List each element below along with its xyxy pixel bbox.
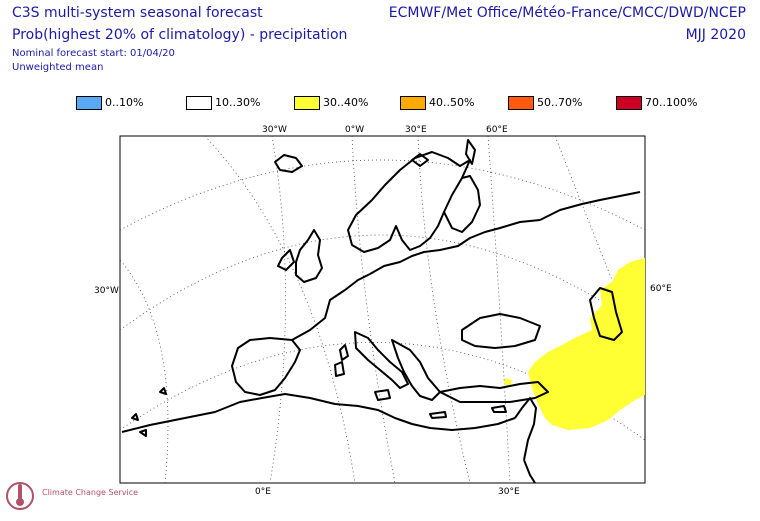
climate-service-logo: Climate Change Service bbox=[4, 474, 138, 520]
providers-label: ECMWF/Met Office/Météo-France/CMCC/DWD/N… bbox=[388, 5, 746, 21]
lon-label-top-2: 0°W bbox=[345, 125, 364, 135]
legend-swatch bbox=[616, 96, 642, 110]
forecast-period-label: MJJ 2020 bbox=[685, 27, 746, 43]
map-subtitle: Prob(highest 20% of climatology) - preci… bbox=[12, 27, 348, 43]
probability-area-small bbox=[504, 378, 512, 386]
map-title: C3S multi-system seasonal forecast bbox=[12, 5, 263, 21]
legend-swatch bbox=[400, 96, 426, 110]
graticule bbox=[119, 135, 646, 484]
legend-label: 0..10% bbox=[105, 96, 144, 109]
legend-label: 40..50% bbox=[429, 96, 475, 109]
lon-label-top-1: 30°W bbox=[262, 125, 287, 135]
legend-swatch bbox=[76, 96, 102, 110]
legend-swatch bbox=[294, 96, 320, 110]
lon-label-top-3: 30°E bbox=[405, 125, 427, 135]
logo-text: Climate Change Service bbox=[42, 488, 139, 497]
mean-type-label: Unweighted mean bbox=[12, 62, 104, 73]
lon-label-top-4: 60°E bbox=[486, 125, 508, 135]
legend-label: 70..100% bbox=[645, 96, 698, 109]
lon-label-right: 60°E bbox=[650, 284, 672, 294]
lon-label-bottom-1: 0°E bbox=[255, 487, 271, 497]
thermometer-logo-icon bbox=[6, 482, 34, 510]
lon-label-bottom-2: 30°E bbox=[498, 487, 520, 497]
lon-label-left: 30°W bbox=[94, 286, 119, 296]
legend-label: 30..40% bbox=[323, 96, 369, 109]
legend-swatch bbox=[508, 96, 534, 110]
legend-label: 50..70% bbox=[537, 96, 583, 109]
coastlines bbox=[121, 139, 641, 484]
legend-swatch bbox=[186, 96, 212, 110]
nominal-start-label: Nominal forecast start: 01/04/20 bbox=[12, 48, 175, 59]
probability-area-30-40 bbox=[528, 258, 645, 430]
axis-labels: 30°W 0°W 30°E 60°E 0°E 30°E 30°W 60°E bbox=[94, 125, 672, 497]
legend-label: 10..30% bbox=[215, 96, 261, 109]
